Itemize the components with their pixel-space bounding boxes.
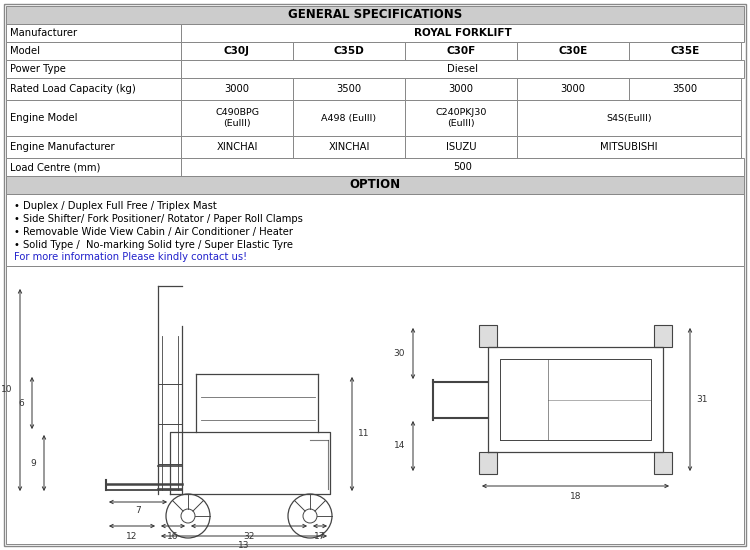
- Bar: [181, 136, 293, 158]
- Text: C30J: C30J: [224, 46, 250, 56]
- Text: C30F: C30F: [446, 46, 476, 56]
- Text: Load Centre (mm): Load Centre (mm): [10, 162, 101, 172]
- Bar: [405, 136, 517, 158]
- Bar: [517, 136, 741, 158]
- Text: 31: 31: [696, 395, 707, 404]
- Text: 17: 17: [314, 532, 326, 541]
- Bar: [6, 194, 744, 266]
- Text: S4S(EuIII): S4S(EuIII): [606, 113, 652, 123]
- Text: XINCHAI: XINCHAI: [216, 142, 258, 152]
- Text: 10: 10: [1, 386, 12, 394]
- Bar: [181, 78, 293, 100]
- Bar: [6, 24, 181, 42]
- Text: 14: 14: [394, 442, 405, 450]
- Text: A498 (EuIII): A498 (EuIII): [322, 113, 376, 123]
- Text: 32: 32: [243, 532, 255, 541]
- Text: 9: 9: [30, 459, 36, 468]
- Bar: [6, 176, 744, 194]
- Text: 500: 500: [453, 162, 472, 172]
- Bar: [629, 42, 741, 60]
- Text: • Removable Wide View Cabin / Air Conditioner / Heater: • Removable Wide View Cabin / Air Condit…: [14, 227, 293, 237]
- Text: 16: 16: [167, 532, 178, 541]
- Text: 3000: 3000: [560, 84, 586, 94]
- Text: 3500: 3500: [673, 84, 698, 94]
- Text: C490BPG
(EuIII): C490BPG (EuIII): [215, 108, 259, 128]
- Text: Diesel: Diesel: [447, 64, 478, 74]
- Text: C30E: C30E: [558, 46, 588, 56]
- Bar: [6, 6, 744, 24]
- Text: • Duplex / Duplex Full Free / Triplex Mast: • Duplex / Duplex Full Free / Triplex Ma…: [14, 201, 217, 211]
- Text: • Solid Type /  No-marking Solid tyre / Super Elastic Tyre: • Solid Type / No-marking Solid tyre / S…: [14, 240, 293, 250]
- Text: 12: 12: [126, 532, 138, 541]
- Bar: [405, 100, 517, 136]
- Bar: [293, 78, 405, 100]
- Bar: [181, 158, 744, 176]
- Text: Model: Model: [10, 46, 40, 56]
- Text: 3000: 3000: [224, 84, 250, 94]
- Bar: [293, 136, 405, 158]
- Bar: [181, 100, 293, 136]
- Bar: [405, 42, 517, 60]
- Bar: [517, 78, 629, 100]
- Text: ISUZU: ISUZU: [446, 142, 476, 152]
- Bar: [181, 42, 293, 60]
- Text: 11: 11: [358, 430, 370, 438]
- Bar: [479, 325, 497, 347]
- Bar: [6, 78, 181, 100]
- Text: Engine Manufacturer: Engine Manufacturer: [10, 142, 115, 152]
- Bar: [293, 100, 405, 136]
- Text: 18: 18: [570, 492, 581, 501]
- Text: Engine Model: Engine Model: [10, 113, 77, 123]
- Text: 3000: 3000: [448, 84, 473, 94]
- Bar: [6, 158, 181, 176]
- Text: Power Type: Power Type: [10, 64, 66, 74]
- Bar: [405, 78, 517, 100]
- Text: Manufacturer: Manufacturer: [10, 28, 77, 38]
- Text: 13: 13: [238, 541, 250, 550]
- Text: 30: 30: [394, 349, 405, 358]
- Bar: [654, 325, 672, 347]
- Bar: [629, 78, 741, 100]
- Bar: [181, 60, 744, 78]
- Text: 7: 7: [135, 506, 141, 515]
- Bar: [517, 42, 629, 60]
- Text: For more information Please kindly contact us!: For more information Please kindly conta…: [14, 252, 248, 262]
- Text: XINCHAI: XINCHAI: [328, 142, 370, 152]
- Bar: [6, 136, 181, 158]
- Text: C35E: C35E: [670, 46, 700, 56]
- Bar: [654, 452, 672, 474]
- Text: C35D: C35D: [334, 46, 364, 56]
- Text: 3500: 3500: [337, 84, 362, 94]
- Text: 6: 6: [18, 399, 24, 408]
- Text: Rated Load Capacity (kg): Rated Load Capacity (kg): [10, 84, 136, 94]
- Bar: [6, 60, 181, 78]
- Text: ROYAL FORKLIFT: ROYAL FORKLIFT: [414, 28, 512, 38]
- Bar: [517, 100, 741, 136]
- Bar: [6, 42, 181, 60]
- Text: OPTION: OPTION: [350, 179, 400, 191]
- Text: • Side Shifter/ Fork Positioner/ Rotator / Paper Roll Clamps: • Side Shifter/ Fork Positioner/ Rotator…: [14, 214, 303, 224]
- Bar: [181, 24, 744, 42]
- Bar: [479, 452, 497, 474]
- Text: MITSUBISHI: MITSUBISHI: [600, 142, 658, 152]
- Text: GENERAL SPECIFICATIONS: GENERAL SPECIFICATIONS: [288, 8, 462, 21]
- Bar: [293, 42, 405, 60]
- Bar: [6, 100, 181, 136]
- Bar: [6, 266, 744, 544]
- Text: C240PKJ30
(EuIII): C240PKJ30 (EuIII): [435, 108, 487, 128]
